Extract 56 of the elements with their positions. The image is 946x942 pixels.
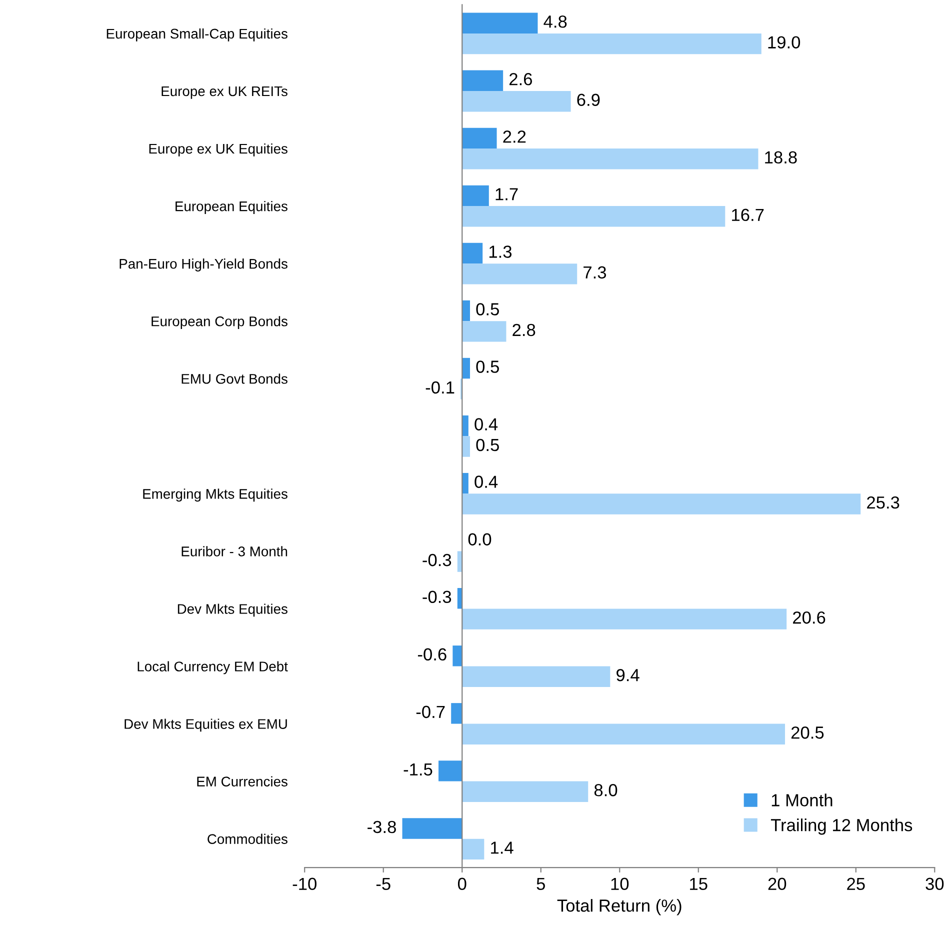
data-label: 0.0 [468,533,492,546]
y-tick-label: Dev Mkts Equities [178,604,288,617]
data-label: 0.5 [476,438,499,452]
x-tick-label: 30 [926,878,944,890]
data-label: -0.1 [426,381,454,394]
y-tick-label: European Corp Bonds [152,316,288,330]
data-label: 19.0 [768,36,800,48]
y-tick-label: EM Currencies [197,776,288,786]
y-tick-label: European Equities [176,201,288,214]
y-tick-label: Europe ex UK REITs [162,86,288,99]
data-label: 16.7 [732,208,764,222]
data-label: 0.5 [476,303,499,316]
x-tick-label: 25 [847,878,865,890]
y-tick-label: European Small-Cap Equities [106,28,288,42]
y-tick-label: Commodities [208,834,288,844]
x-tick-label: 5 [536,878,545,890]
data-label: 8.0 [594,784,618,796]
data-label: -0.3 [422,590,452,604]
x-tick-label: 10 [611,878,629,890]
y-tick-label: EMU Govt Bonds [182,374,288,384]
y-tick-label: Europe ex UK Equities [149,143,288,156]
data-label: 20.6 [793,611,826,624]
data-label: 0.4 [474,476,498,488]
data-label: 6.9 [577,94,600,106]
data-label: -0.7 [416,706,445,718]
data-label: 0.5 [476,360,499,373]
y-tick-label: Euribor - 3 Month [182,546,288,556]
data-label: 2.2 [503,130,526,143]
data-label: 0.4 [474,418,498,430]
data-label: 7.3 [584,266,606,279]
data-label: 1.4 [491,842,514,854]
y-tick-label: Dev Mkts Equities ex EMU [124,718,287,732]
data-label: 1.7 [496,188,518,200]
data-label: 20.5 [791,726,824,739]
legend-label: 1 Month [772,794,832,806]
data-label: -0.3 [422,554,452,566]
data-label: 2.6 [510,73,532,86]
y-tick-label: Emerging Mkts Equities [143,488,288,502]
y-tick-label: Local Currency EM Debt [138,661,288,674]
y-tick-label: Pan-Euro High-Yield Bonds [120,258,288,272]
x-axis-title: Total Return (%) [557,899,682,916]
data-label: 9.4 [616,668,640,682]
data-label: -1.5 [404,763,432,776]
data-label: 18.8 [765,151,797,164]
data-label: 4.8 [544,15,567,28]
x-tick-label: -10 [292,878,316,890]
x-tick-label: 15 [690,878,708,890]
data-label: 25.3 [867,496,900,509]
data-label: -0.6 [418,648,446,661]
x-tick-label: 0 [458,878,466,890]
x-tick-label: 20 [768,878,786,890]
data-label: 1.3 [489,246,512,258]
data-label: 2.8 [512,324,536,336]
data-label: -3.8 [368,820,396,834]
legend-label: Trailing 12 Months [770,818,912,835]
x-tick-label: -5 [376,878,390,890]
